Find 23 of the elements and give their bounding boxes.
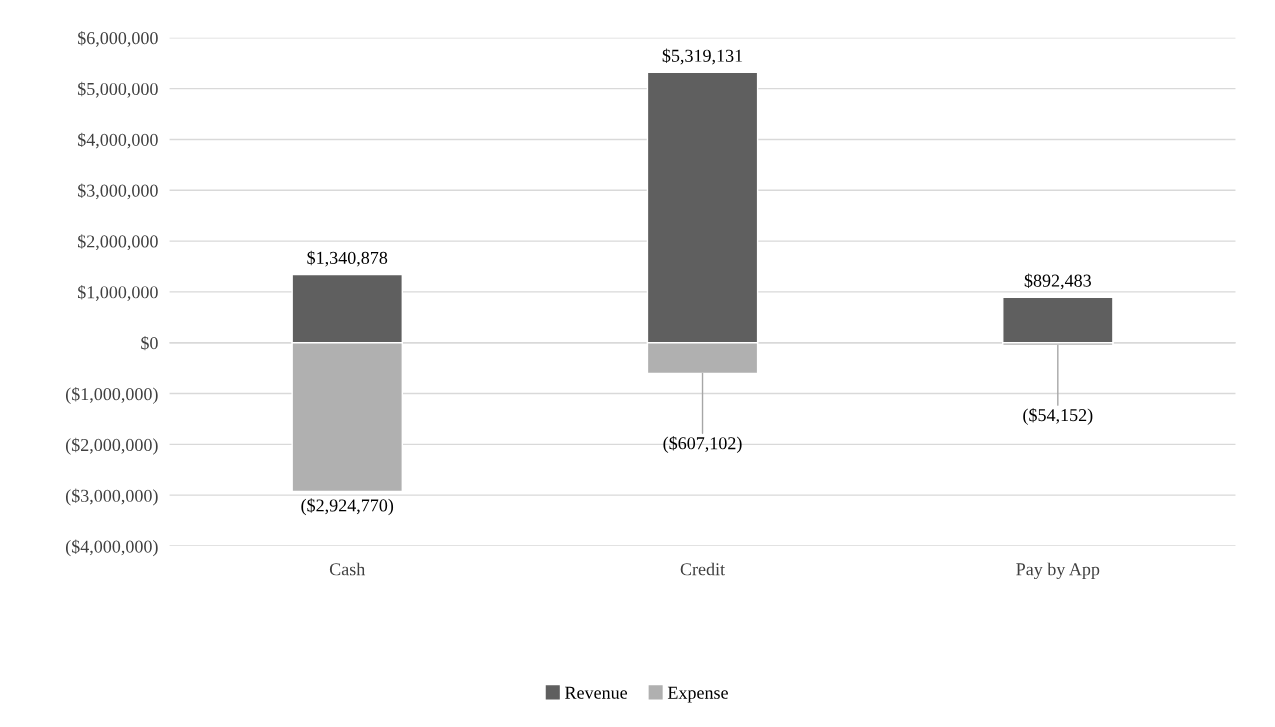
legend-label: Expense [667,686,728,703]
y-tick-label: ($1,000,000) [65,386,158,404]
data-label: ($2,924,770) [301,498,394,516]
y-tick-label: $1,000,000 [77,285,158,301]
y-tick-label: ($2,000,000) [65,437,158,455]
data-label: ($607,102) [663,436,742,453]
data-label: ($54,152) [1023,407,1093,425]
y-tick-label: ($3,000,000) [65,488,158,506]
y-tick-label: $0 [141,335,158,351]
x-tick-label: Cash [329,562,366,576]
legend-label: Revenue [565,686,628,699]
y-tick-label: $3,000,000 [77,183,158,200]
y-tick-label: $2,000,000 [77,234,158,251]
data-label: $1,340,878 [307,250,388,267]
x-tick-label: Pay by App [1016,562,1100,580]
y-tick-label: ($4,000,000) [65,539,158,557]
bar [1002,296,1114,344]
data-label: $892,483 [1024,273,1091,290]
y-tick-label: $6,000,000 [77,31,158,47]
y-tick-label: $4,000,000 [77,132,158,149]
data-label: $5,319,131 [662,48,743,65]
y-tick-label: $5,000,000 [77,81,158,98]
x-tick-label: Credit [680,562,725,576]
